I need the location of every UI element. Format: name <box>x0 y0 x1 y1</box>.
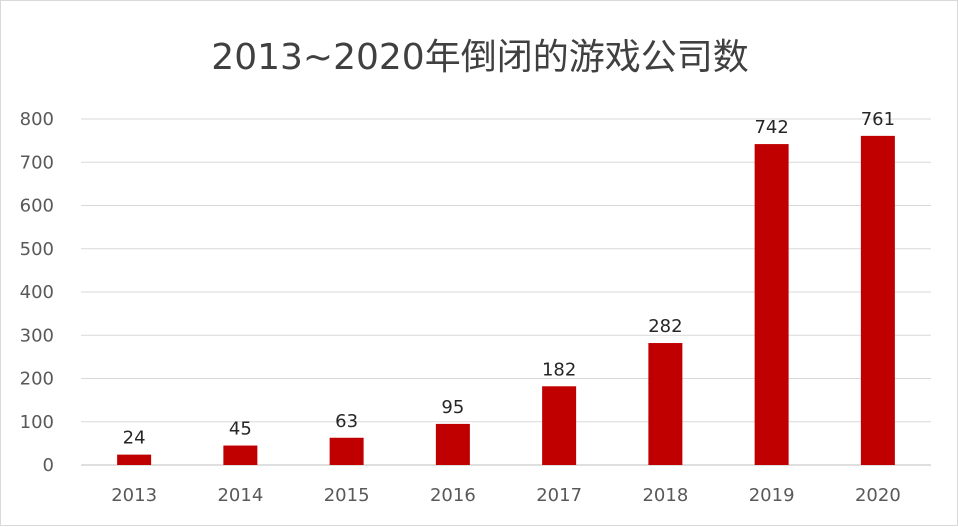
x-tick-label-2016: 2016 <box>430 485 476 506</box>
data-label-2013: 24 <box>123 428 146 449</box>
x-tick-label-2019: 2019 <box>749 485 795 506</box>
data-label-2014: 45 <box>229 419 252 440</box>
bar-2019 <box>754 144 789 465</box>
bar-2017 <box>542 386 577 465</box>
y-tick-label: 200 <box>20 369 54 390</box>
y-tick-label: 0 <box>43 455 54 476</box>
bar-2016 <box>435 423 470 465</box>
data-label-2018: 282 <box>648 316 682 337</box>
chart-title: 2013~2020年倒闭的游戏公司数 <box>211 37 748 78</box>
y-tick-label: 400 <box>20 282 54 303</box>
y-axis-tick-labels: 0 100 200 300 400 500 600 700 800 <box>20 109 54 476</box>
bar-2020 <box>860 135 895 465</box>
bar-2018 <box>648 343 683 465</box>
bars <box>117 135 895 465</box>
y-tick-label: 100 <box>20 412 54 433</box>
x-tick-label-2020: 2020 <box>855 485 901 506</box>
x-tick-label-2018: 2018 <box>642 485 688 506</box>
x-axis-tick-labels: 2013 2014 2015 2016 2017 2018 2019 2020 <box>111 485 901 506</box>
data-label-2019: 742 <box>754 117 788 138</box>
y-tick-label: 500 <box>20 239 54 260</box>
data-label-2016: 95 <box>441 397 464 418</box>
x-tick-label-2017: 2017 <box>536 485 582 506</box>
bar-2015 <box>329 437 364 465</box>
x-tick-label-2014: 2014 <box>217 485 263 506</box>
data-label-2015: 63 <box>335 411 358 432</box>
data-label-2017: 182 <box>542 359 576 380</box>
bar-2014 <box>223 445 258 465</box>
x-tick-label-2013: 2013 <box>111 485 157 506</box>
y-tick-label: 600 <box>20 196 54 217</box>
y-tick-label: 800 <box>20 109 54 130</box>
y-tick-label: 700 <box>20 152 54 173</box>
data-label-2020: 761 <box>861 109 895 130</box>
y-tick-label: 300 <box>20 325 54 346</box>
x-tick-label-2015: 2015 <box>324 485 370 506</box>
data-labels: 24 45 63 95 182 282 742 761 <box>123 109 895 449</box>
bar-2013 <box>117 454 152 465</box>
gridlines <box>81 118 931 466</box>
